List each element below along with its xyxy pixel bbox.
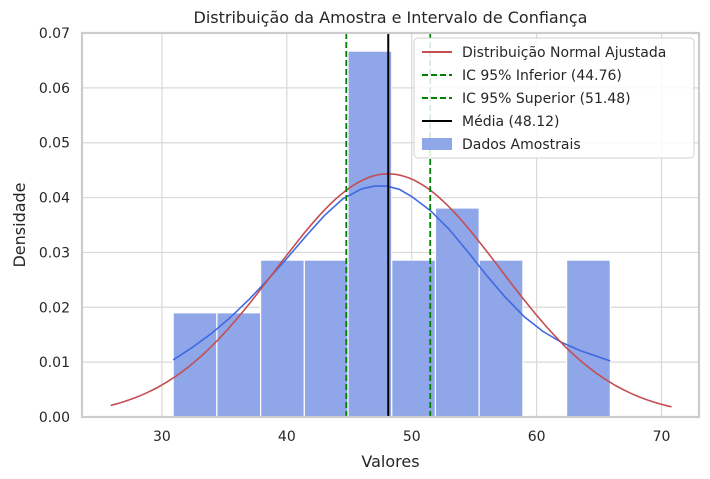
legend-box: [413, 37, 695, 159]
kde-line: [172, 185, 611, 362]
legend-label: Dados Amostrais: [462, 137, 581, 153]
histogram-bar: [172, 312, 218, 418]
histogram-bar: [478, 259, 524, 418]
legend-label: IC 95% Superior (51.48): [462, 91, 631, 107]
x-tick-label: 60: [528, 429, 546, 445]
histogram-bar: [566, 259, 611, 418]
x-tick-label: 30: [153, 429, 171, 445]
legend-entry-ci-lower: IC 95% Inferior (44.76): [422, 68, 622, 84]
legend-entry-ci-upper: IC 95% Superior (51.48): [422, 91, 631, 107]
y-tick-label: 0.03: [39, 245, 70, 261]
y-axis-label: Densidade: [10, 182, 29, 267]
legend-swatch: [422, 138, 452, 150]
normal-fit-line: [110, 173, 672, 408]
histogram-bar: [347, 50, 393, 418]
histogram-bars: [172, 50, 611, 418]
x-tick-labels: 30 40 50 60 70: [153, 429, 670, 445]
y-tick-label: 0.02: [39, 300, 70, 316]
x-axis-label: Valores: [361, 452, 419, 471]
histogram-bar: [216, 312, 262, 418]
x-tick-label: 70: [653, 429, 671, 445]
legend: Distribuição Normal Ajustada IC 95% Infer…: [413, 37, 695, 159]
histogram-bar: [391, 259, 437, 418]
y-tick-label: 0.07: [39, 26, 70, 42]
histogram-bar: [434, 207, 480, 418]
y-tick-label: 0.06: [39, 81, 70, 97]
y-tick-label: 0.00: [39, 410, 70, 426]
legend-entry-normal-fit: Distribuição Normal Ajustada: [422, 45, 666, 61]
y-tick-label: 0.01: [39, 355, 70, 371]
y-tick-label: 0.05: [39, 136, 70, 152]
legend-entry-sample-data: Dados Amostrais: [422, 137, 581, 153]
chart-title: Distribuição da Amostra e Intervalo de C…: [194, 8, 588, 27]
y-tick-label: 0.04: [39, 191, 70, 207]
x-tick-label: 40: [278, 429, 296, 445]
legend-label: IC 95% Inferior (44.76): [462, 68, 622, 84]
x-tick-label: 50: [403, 429, 421, 445]
legend-entry-mean: Média (48.12): [422, 114, 560, 130]
histogram-bar: [303, 259, 349, 418]
y-tick-labels: 0.00 0.01 0.02 0.03 0.04 0.05 0.06 0.07: [39, 26, 70, 426]
legend-label: Distribuição Normal Ajustada: [462, 45, 666, 61]
legend-label: Média (48.12): [462, 114, 560, 130]
histogram-bar: [260, 259, 305, 418]
plot-frame: [80, 31, 701, 419]
